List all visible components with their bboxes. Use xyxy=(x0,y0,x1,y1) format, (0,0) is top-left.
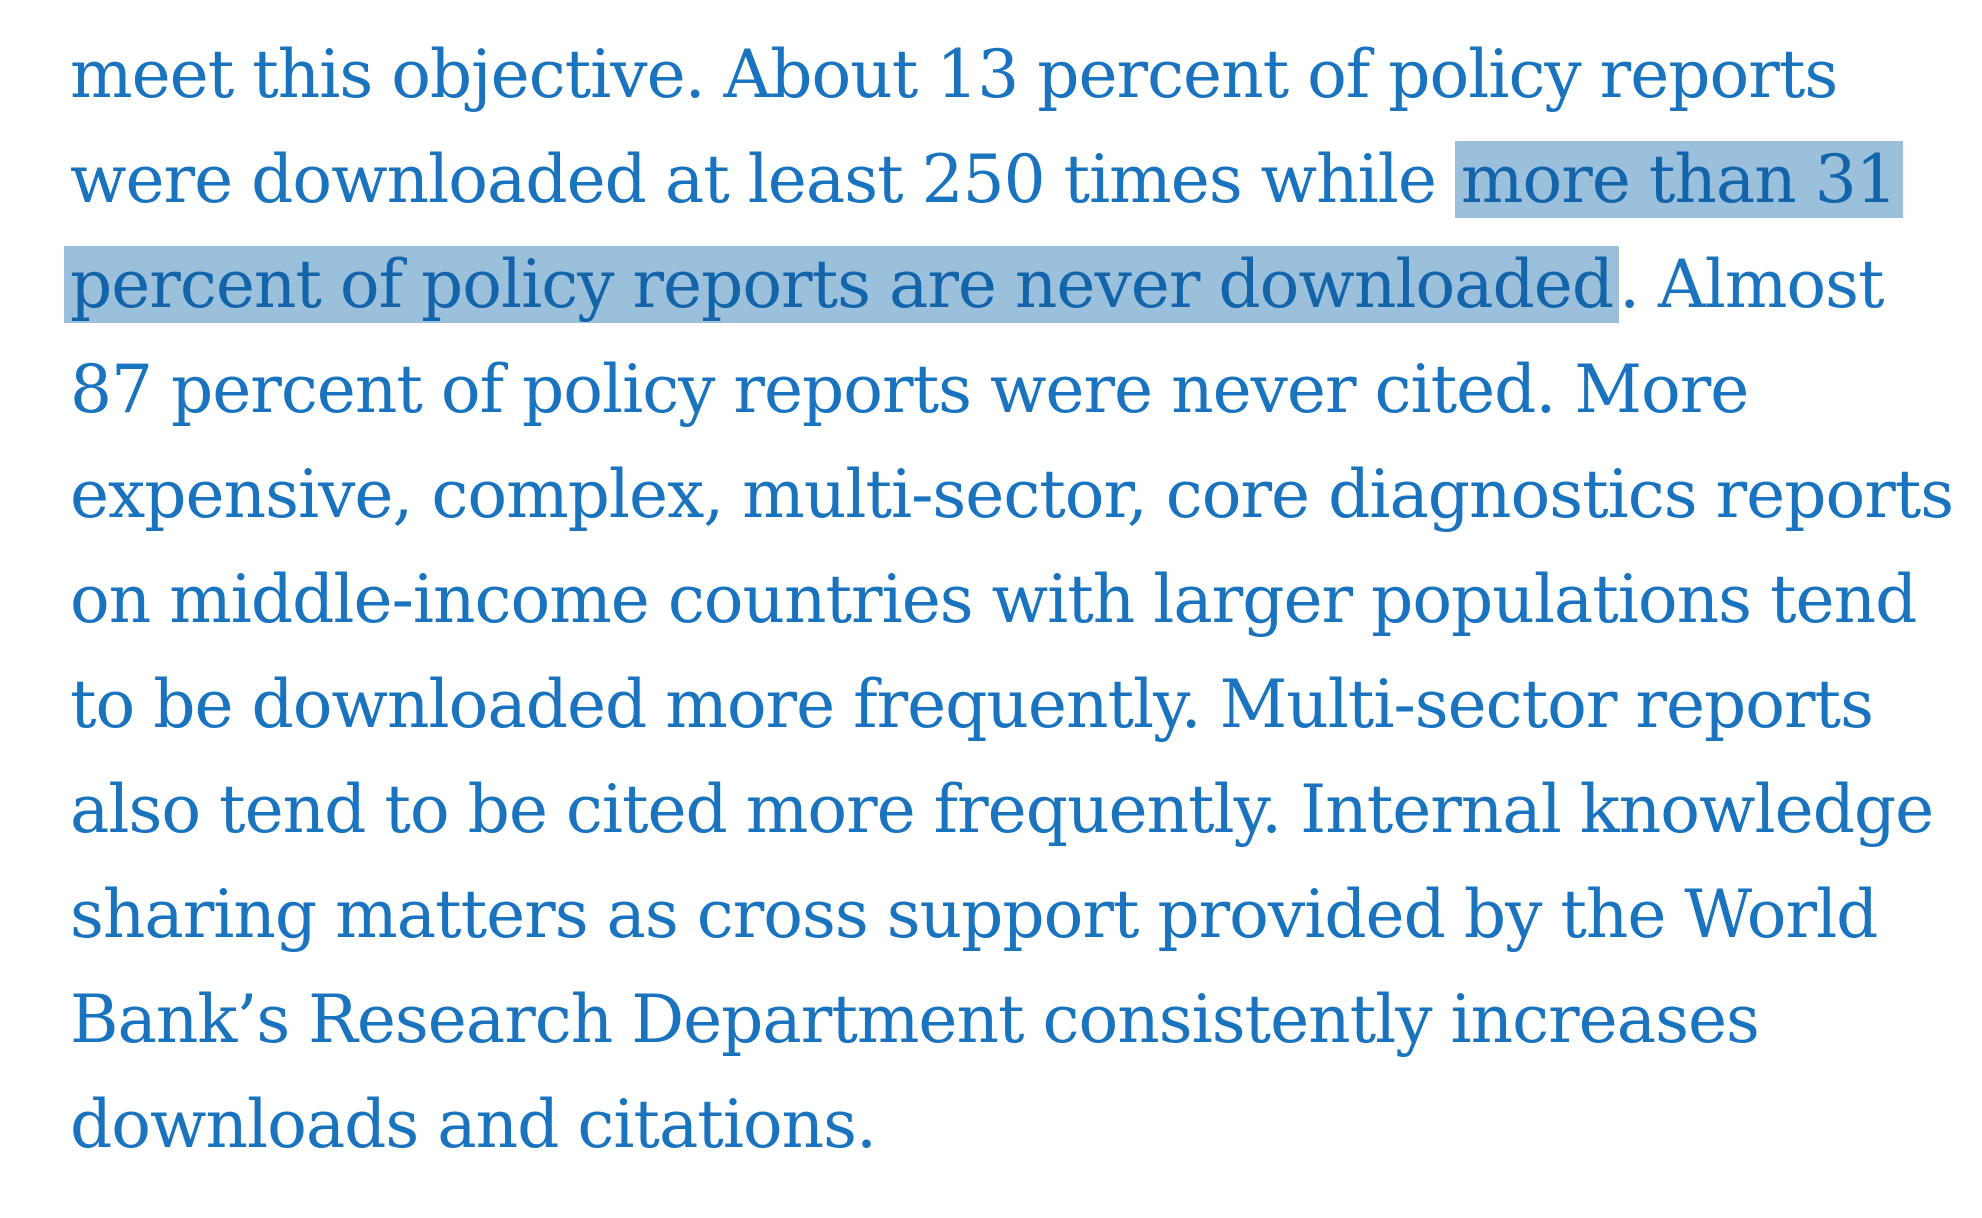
text-segment: sharing matters as cross support provide… xyxy=(70,876,1878,953)
text-line-9: sharing matters as cross support provide… xyxy=(70,862,1878,967)
text-segment: to be downloaded more frequently. Multi-… xyxy=(70,666,1874,743)
text-segment: 87 percent of policy reports were never … xyxy=(70,351,1749,428)
selected-text-highlight[interactable]: percent of policy reports are never down… xyxy=(64,246,1620,323)
text-segment: were downloaded at least 250 times while xyxy=(70,141,1455,218)
selected-text-highlight[interactable]: more than 31 xyxy=(1454,141,1903,218)
text-line-3: percent of policy reports are never down… xyxy=(64,232,1885,337)
text-line-2: were downloaded at least 250 times while… xyxy=(70,127,1903,232)
text-line-1: meet this objective. About 13 percent of… xyxy=(70,22,1838,127)
text-line-8: also tend to be cited more frequently. I… xyxy=(70,757,1934,862)
text-segment: . Almost xyxy=(1619,246,1884,323)
text-segment: meet this objective. About 13 percent of… xyxy=(70,36,1838,113)
text-line-4: 87 percent of policy reports were never … xyxy=(70,337,1749,442)
text-segment: Bank’s Research Department consistently … xyxy=(70,981,1760,1058)
text-segment: downloads and citations. xyxy=(70,1086,877,1163)
text-segment: also tend to be cited more frequently. I… xyxy=(70,771,1934,848)
text-line-6: on middle-income countries with larger p… xyxy=(70,547,1917,652)
text-line-7: to be downloaded more frequently. Multi-… xyxy=(70,652,1874,757)
text-line-11: downloads and citations. xyxy=(70,1072,877,1177)
text-line-10: Bank’s Research Department consistently … xyxy=(70,967,1760,1072)
text-segment: on middle-income countries with larger p… xyxy=(70,561,1917,638)
text-segment: expensive, complex, multi-sector, core d… xyxy=(70,456,1954,533)
text-line-5: expensive, complex, multi-sector, core d… xyxy=(70,442,1954,547)
